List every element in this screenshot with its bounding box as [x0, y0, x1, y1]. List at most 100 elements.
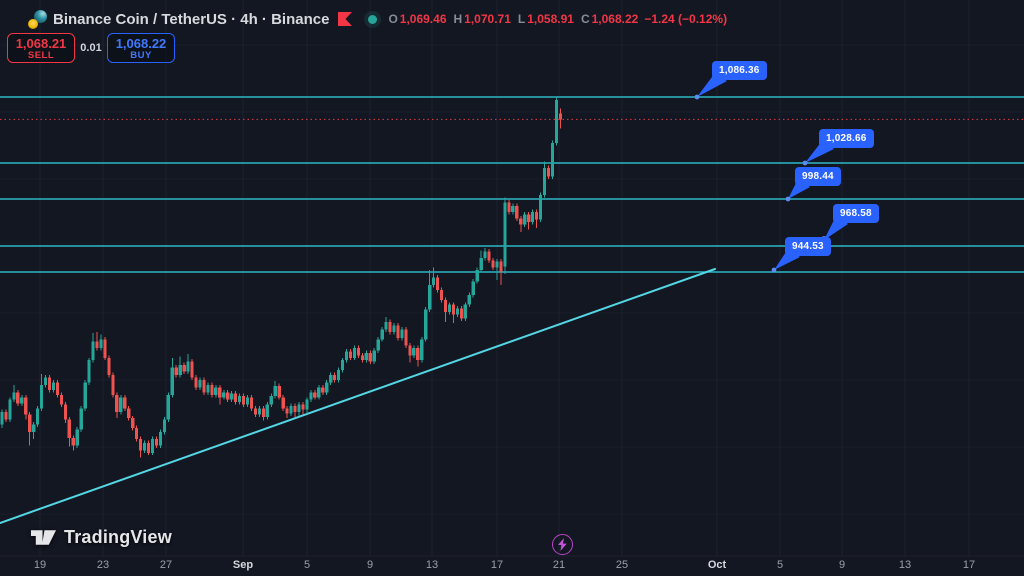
symbol-logo-orb	[34, 9, 47, 23]
trendline[interactable]	[0, 268, 716, 524]
candle-body	[507, 202, 511, 213]
candle-body	[503, 202, 507, 267]
candle-body	[186, 361, 190, 372]
symbol-title[interactable]: Binance Coin / TetherUS · 4h · Binance	[53, 10, 330, 28]
candle-body	[400, 329, 404, 339]
candle-body	[424, 309, 428, 340]
status-dot-icon	[368, 14, 378, 24]
open-label: O	[388, 12, 398, 26]
candle-body	[364, 352, 368, 361]
buy-button[interactable]: 1,068.22 BUY	[107, 33, 175, 63]
candle-body	[71, 437, 75, 446]
spread-value: 0.01	[80, 42, 102, 54]
price-level-label[interactable]: 944.53	[785, 237, 831, 256]
candle-body	[309, 392, 313, 400]
symbol-logo-coin	[28, 18, 38, 29]
candle-body	[103, 339, 107, 358]
close-value: 1,068.22	[591, 12, 639, 26]
candle-body	[79, 408, 83, 430]
price-level-label[interactable]: 1,028.66	[819, 129, 874, 148]
time-axis-label: 17	[490, 559, 504, 571]
candle-body	[0, 412, 4, 425]
candle-body	[463, 304, 467, 319]
candle-body	[439, 289, 444, 300]
candle-body	[436, 277, 440, 290]
candle-body	[230, 393, 234, 400]
candle-body	[297, 404, 301, 413]
candle-body	[218, 387, 222, 398]
time-axis-label: 19	[33, 559, 47, 571]
candle-body	[178, 365, 182, 376]
candle-body	[257, 408, 261, 415]
candle-body	[36, 408, 40, 425]
candle-body	[162, 419, 166, 432]
anchor-dot-icon[interactable]	[694, 94, 700, 100]
lightning-bolt-glyph	[558, 538, 567, 551]
candle-body	[135, 428, 139, 440]
lightning-icon[interactable]	[552, 534, 573, 555]
candle-body	[253, 408, 258, 415]
candle-body	[360, 355, 364, 361]
close-label: C	[580, 12, 590, 26]
candle-body	[16, 392, 20, 404]
candle-body	[170, 367, 174, 395]
flag-icon[interactable]	[338, 12, 353, 26]
candle-body	[554, 99, 558, 144]
low-value: 1,058.91	[527, 12, 574, 26]
candle-body	[491, 260, 495, 268]
candle-body	[115, 394, 119, 413]
candle-body	[4, 412, 8, 420]
candle-body	[158, 431, 162, 446]
candle-body	[20, 397, 24, 404]
candle-body	[293, 405, 297, 413]
candle-body	[234, 393, 238, 403]
anchor-dot-icon[interactable]	[771, 267, 777, 273]
candle-body	[558, 113, 562, 120]
candle-body	[202, 379, 206, 393]
candle-body	[99, 339, 103, 348]
time-axis-label: Oct	[707, 559, 727, 571]
candle-body	[376, 339, 380, 351]
time-axis-label: 9	[838, 559, 846, 571]
candle-body	[317, 387, 321, 398]
candle-body	[428, 284, 432, 310]
candle-body	[404, 329, 408, 346]
price-level-label[interactable]: 998.44	[795, 167, 841, 186]
candle-body	[277, 386, 281, 398]
candle-body	[142, 442, 147, 451]
anchor-dot-icon[interactable]	[802, 160, 808, 166]
symbol-logo-icon	[27, 9, 47, 29]
price-level-label[interactable]: 968.58	[833, 204, 879, 223]
price-level-label[interactable]: 1,086.36	[712, 61, 767, 80]
candle-body	[443, 299, 448, 313]
candle-body	[222, 392, 226, 398]
candle-body	[356, 347, 360, 356]
candle-body	[329, 375, 333, 383]
candle-body	[166, 394, 170, 420]
candle-body	[194, 377, 198, 388]
candle-body	[59, 394, 63, 405]
time-axis[interactable]: 19 23 27 Sep 5 9 13 17 21 25 Oct 5 9 13 17	[0, 556, 1024, 576]
tradingview-logo[interactable]: TradingView	[30, 526, 172, 548]
candle-body	[281, 397, 285, 409]
candle-body	[519, 218, 523, 225]
time-axis-label: 5	[776, 559, 784, 571]
candle-body	[344, 351, 349, 361]
candle-body	[372, 350, 376, 362]
candle-body	[67, 419, 71, 438]
time-axis-label: Sep	[232, 559, 254, 571]
candle-body	[285, 408, 289, 414]
candle-body	[483, 251, 487, 258]
candle-body	[139, 439, 143, 451]
candle-body	[32, 424, 36, 432]
sell-button[interactable]: 1,068.21 SELL	[7, 33, 75, 63]
candle-body	[245, 397, 250, 405]
candle-body	[368, 352, 372, 362]
candle-body	[91, 341, 95, 361]
candle-body	[265, 404, 269, 417]
candle-body	[182, 365, 186, 372]
anchor-dot-icon[interactable]	[785, 196, 791, 202]
